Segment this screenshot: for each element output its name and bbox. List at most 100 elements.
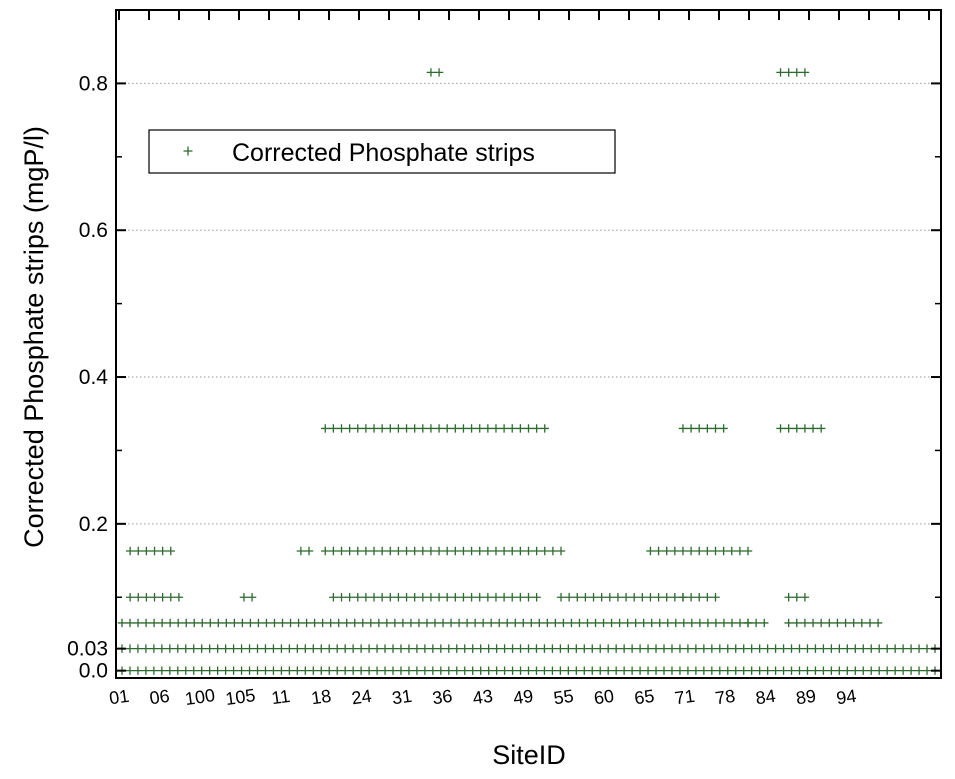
data-point-l2-s0-72 xyxy=(695,618,705,628)
data-point-l3-s0-3 xyxy=(150,593,159,602)
data-point-l0-s0-71 xyxy=(683,666,693,675)
data-point-l4-s1-1 xyxy=(304,546,314,556)
data-point-l2-s0-76 xyxy=(727,618,737,628)
data-point-l4-s2-0 xyxy=(321,546,330,556)
data-point-l2-s0-56 xyxy=(567,618,576,628)
data-point-l0-s0-88 xyxy=(819,666,828,675)
x-tick-label-14: 71 xyxy=(673,686,696,709)
data-point-l4-s0-1 xyxy=(134,546,143,556)
data-point-l0-s0-11 xyxy=(205,666,214,675)
data-point-l4-s2-27 xyxy=(540,546,549,556)
data-point-l4-s0-0 xyxy=(125,546,135,556)
data-point-l0-s0-51 xyxy=(524,666,533,675)
data-point-l0-s0-39 xyxy=(428,666,438,675)
data-point-l2-s0-55 xyxy=(559,618,568,628)
data-point-l4-s2-17 xyxy=(459,546,468,556)
data-point-l3-s2-12 xyxy=(426,593,436,602)
data-point-l6-s1-3 xyxy=(800,68,810,77)
data-point-l4-s2-22 xyxy=(499,546,509,556)
data-point-l5-s2-1 xyxy=(784,424,793,433)
data-point-l1-s0-70 xyxy=(675,644,685,653)
data-point-l2-s0-54 xyxy=(551,618,560,628)
data-point-l1-s0-98 xyxy=(898,644,908,653)
data-point-l3-s3-8 xyxy=(621,593,631,602)
data-point-l1-s0-99 xyxy=(906,644,916,653)
data-point-l2-s0-0 xyxy=(117,618,127,628)
data-point-l0-s0-90 xyxy=(835,666,844,675)
data-point-l4-s3-2 xyxy=(662,546,671,556)
data-point-l2-s0-21 xyxy=(286,618,295,628)
data-point-l1-s0-45 xyxy=(476,644,485,653)
data-point-l2-s0-62 xyxy=(615,618,624,628)
data-point-l0-s0-9 xyxy=(189,666,198,675)
data-point-l2-s0-53 xyxy=(543,618,552,628)
y-tick-label-0: 0.0 xyxy=(79,660,108,683)
data-point-l2-s0-36 xyxy=(406,618,416,628)
data-point-l0-s0-26 xyxy=(325,666,334,675)
data-point-l0-s0-54 xyxy=(548,666,557,675)
data-point-l3-s4-3 xyxy=(662,593,671,602)
data-point-l2-s0-11 xyxy=(206,618,215,628)
data-point-l1-s0-26 xyxy=(325,644,334,653)
data-point-l5-s1-4 xyxy=(711,424,720,433)
data-point-l2-s0-40 xyxy=(438,618,448,628)
data-point-l2-s0-2 xyxy=(133,618,143,628)
data-point-l5-s0-11 xyxy=(410,424,419,433)
data-point-l5-s0-26 xyxy=(532,424,541,433)
data-point-l2-s0-60 xyxy=(599,618,608,628)
data-point-l1-s0-9 xyxy=(189,644,198,653)
y-tick-label-2: 0.2 xyxy=(79,513,108,536)
data-point-l2-s2-9 xyxy=(857,618,867,628)
data-point-l0-s0-20 xyxy=(277,666,286,675)
data-point-l4-s2-29 xyxy=(556,546,566,556)
data-point-l2-s0-8 xyxy=(182,618,191,628)
data-point-l0-s0-13 xyxy=(221,666,230,675)
data-point-l0-s0-7 xyxy=(173,666,182,675)
data-point-l4-s2-5 xyxy=(361,546,371,556)
data-point-l5-s0-2 xyxy=(337,424,346,433)
data-point-l5-s1-5 xyxy=(719,424,728,433)
data-point-l1-s0-57 xyxy=(572,644,581,653)
data-point-l6-s1-1 xyxy=(784,68,793,77)
data-point-l4-s3-9 xyxy=(719,546,728,556)
data-point-l3-s0-1 xyxy=(134,593,143,602)
data-point-l0-s0-41 xyxy=(444,666,453,675)
data-point-l2-s0-17 xyxy=(254,618,263,628)
data-point-l0-s0-4 xyxy=(149,666,159,675)
data-point-l0-s0-58 xyxy=(580,666,589,675)
data-point-l4-s2-6 xyxy=(369,546,379,556)
data-point-l5-s2-4 xyxy=(808,424,818,433)
data-point-l3-s2-22 xyxy=(508,593,517,602)
data-point-l0-s0-50 xyxy=(516,666,525,675)
data-point-l2-s0-70 xyxy=(679,618,689,628)
data-point-l0-s0-70 xyxy=(675,666,685,675)
y-tick-label-4: 0.6 xyxy=(79,219,108,242)
data-point-l3-s2-5 xyxy=(369,593,379,602)
data-point-l4-s2-26 xyxy=(532,546,541,556)
data-point-l2-s0-4 xyxy=(149,618,159,628)
data-point-l1-s0-15 xyxy=(237,644,246,653)
data-point-l0-s0-74 xyxy=(707,666,717,675)
data-point-l3-s3-1 xyxy=(564,593,574,602)
data-point-l1-s0-25 xyxy=(317,644,326,653)
data-point-l1-s0-42 xyxy=(452,644,461,653)
data-point-l0-s0-65 xyxy=(635,666,645,675)
data-point-l3-s5-2 xyxy=(695,593,704,602)
data-point-l0-s0-37 xyxy=(412,666,422,675)
data-point-l3-s0-2 xyxy=(142,593,151,602)
data-point-l2-s0-27 xyxy=(334,618,343,628)
data-point-l1-s0-49 xyxy=(508,644,517,653)
data-point-l0-s0-17 xyxy=(253,666,262,675)
data-point-l1-s0-62 xyxy=(611,644,621,653)
data-point-l1-s0-32 xyxy=(372,644,382,653)
data-point-l5-s0-12 xyxy=(418,424,428,433)
data-point-l2-s0-51 xyxy=(527,618,536,628)
data-point-l0-s0-68 xyxy=(659,666,669,675)
data-point-l4-s2-2 xyxy=(337,546,346,556)
data-point-l4-s2-1 xyxy=(329,546,338,556)
data-point-l0-s0-79 xyxy=(747,666,756,675)
data-point-l0-s0-10 xyxy=(197,666,206,675)
data-point-l1-s0-41 xyxy=(444,644,453,653)
data-point-l5-s0-9 xyxy=(394,424,403,433)
